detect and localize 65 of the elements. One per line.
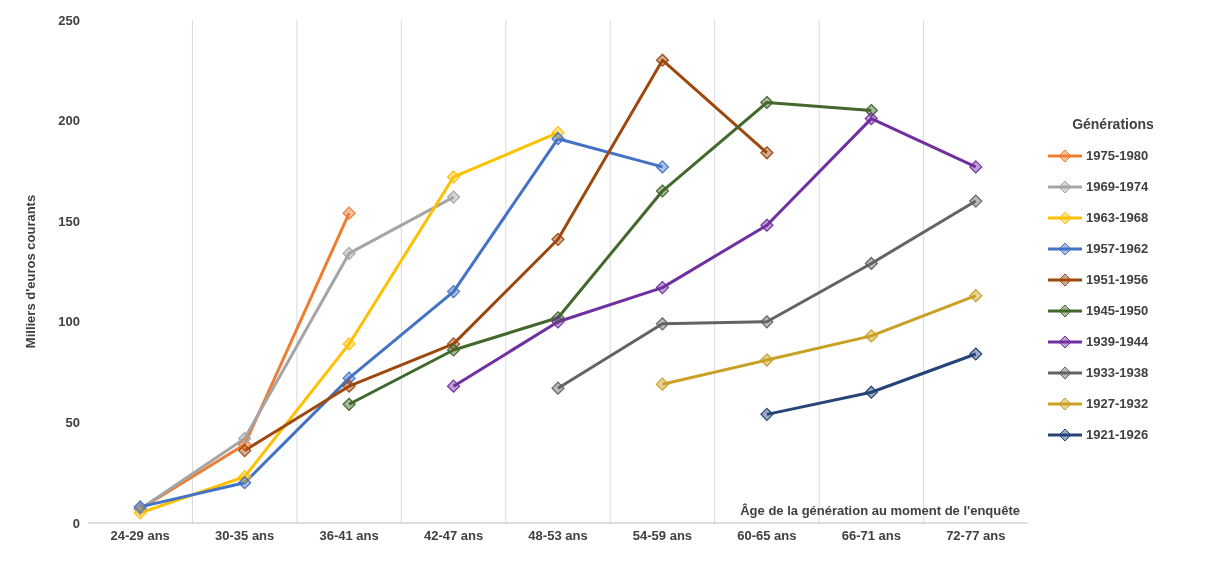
point <box>655 184 670 198</box>
point <box>760 353 774 367</box>
point <box>238 476 252 490</box>
x-tick-label: 54-59 ans <box>632 528 693 544</box>
point <box>760 407 774 421</box>
legend-label: 1957-1962 <box>1086 241 1149 256</box>
point <box>446 190 461 204</box>
point <box>655 53 670 67</box>
x-tick-label: 36-41 ans <box>319 528 379 544</box>
legend-label: 1939-1944 <box>1086 334 1149 349</box>
point <box>969 347 983 361</box>
point <box>446 379 461 393</box>
x-tick-label: 72-77 ans <box>946 528 1006 544</box>
point <box>342 379 356 393</box>
point <box>238 431 252 446</box>
legend-label: 1921-1926 <box>1086 427 1149 442</box>
point <box>551 232 565 246</box>
point <box>864 256 878 271</box>
point <box>551 381 565 395</box>
point <box>864 329 878 343</box>
point <box>342 337 356 351</box>
point <box>446 343 461 357</box>
point <box>342 246 356 260</box>
point <box>655 317 670 331</box>
point <box>238 443 252 458</box>
point <box>342 397 356 411</box>
point <box>655 281 670 295</box>
point <box>969 289 983 303</box>
legend-title: Générations <box>1071 116 1155 132</box>
x-axis-title: Âge de la génération au moment de l'enquête <box>740 503 1020 518</box>
legend-label: 1969-1974 <box>1086 179 1149 194</box>
y-tick-label: 150 <box>58 213 80 229</box>
y-tick-label: 50 <box>65 415 80 431</box>
x-tick-label: 66-71 ans <box>841 528 901 544</box>
x-tick-label: 48-53 ans <box>528 528 588 544</box>
y-axis-title: Milliers d'euros courants <box>22 194 38 349</box>
legend-label: 1927-1932 <box>1086 396 1149 411</box>
point <box>655 160 670 174</box>
point <box>760 218 774 232</box>
legend-label: 1951-1956 <box>1086 272 1149 287</box>
point <box>969 160 983 174</box>
point <box>969 194 983 208</box>
point <box>864 111 878 126</box>
y-tick-label: 0 <box>72 515 80 531</box>
x-tick-label: 24-29 ans <box>110 528 170 544</box>
point <box>760 95 774 110</box>
x-tick-label: 60-65 ans <box>737 528 797 544</box>
x-tick-label: 42-47 ans <box>423 528 484 544</box>
point <box>760 146 774 160</box>
point <box>864 385 878 399</box>
point <box>655 377 670 391</box>
point <box>446 285 461 299</box>
legend-label: 1933-1938 <box>1086 365 1149 380</box>
point <box>446 170 461 184</box>
y-tick-label: 200 <box>58 113 80 129</box>
y-tick-label: 100 <box>58 314 80 330</box>
x-tick-label: 30-35 ans <box>215 528 275 544</box>
legend-label: 1963-1968 <box>1086 210 1149 225</box>
legend-label: 1945-1950 <box>1086 303 1149 318</box>
point <box>760 315 774 329</box>
y-tick-label: 250 <box>58 12 80 28</box>
point <box>551 132 565 146</box>
point <box>342 206 356 220</box>
point <box>551 315 565 329</box>
legend-label: 1975-1980 <box>1086 148 1149 163</box>
